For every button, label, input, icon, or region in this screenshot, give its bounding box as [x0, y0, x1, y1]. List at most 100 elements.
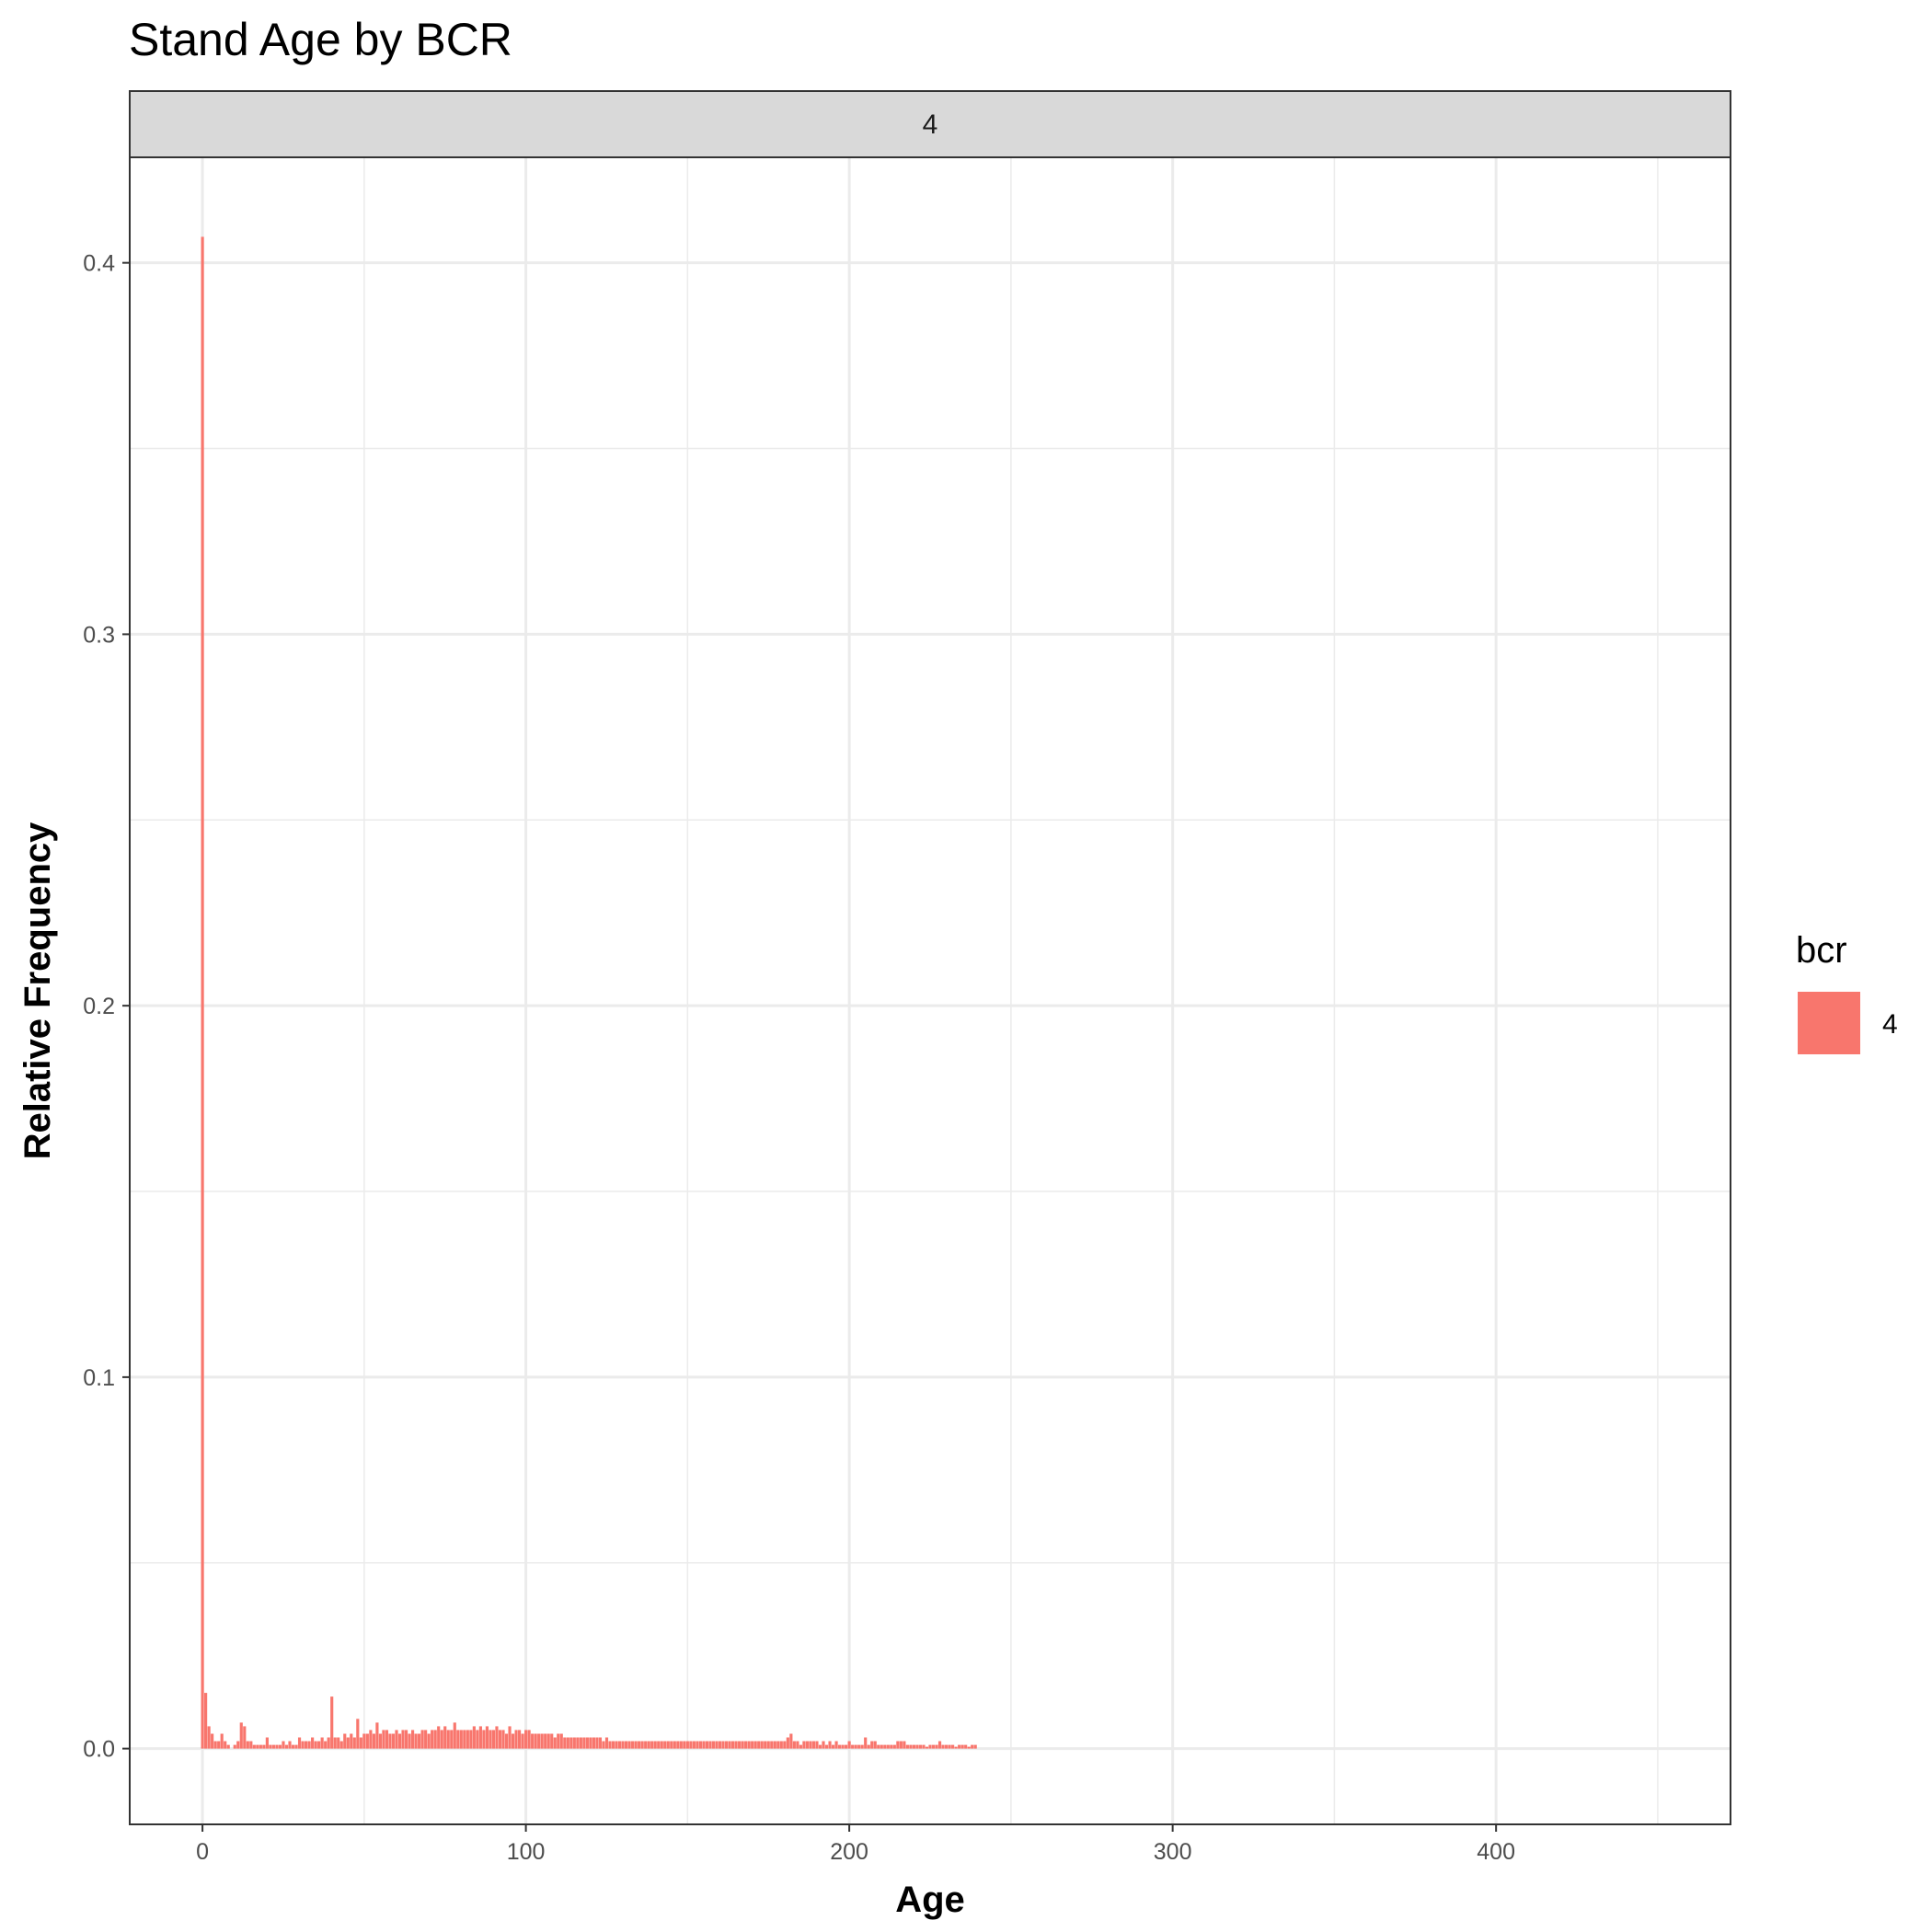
bar	[971, 1744, 974, 1749]
bar	[903, 1741, 906, 1749]
bar	[864, 1737, 868, 1749]
bar	[918, 1744, 923, 1749]
facet-label: 4	[923, 109, 938, 140]
bar	[679, 1741, 683, 1749]
bar	[841, 1744, 845, 1749]
bar	[243, 1726, 247, 1749]
bar	[796, 1741, 799, 1749]
y-axis: 0.0 0.1 0.2 0.3 0.4	[83, 251, 130, 1763]
bar	[472, 1726, 476, 1749]
bar	[973, 1744, 977, 1749]
bar	[395, 1730, 398, 1749]
bar	[650, 1741, 654, 1749]
bar	[478, 1726, 482, 1749]
bar	[476, 1730, 479, 1749]
bar	[644, 1741, 648, 1749]
bar	[418, 1733, 421, 1749]
bar	[207, 1726, 211, 1749]
y-tick-label: 0.4	[83, 251, 115, 277]
bar	[711, 1741, 716, 1749]
bar	[346, 1737, 350, 1749]
bar	[753, 1741, 757, 1749]
bar	[873, 1741, 877, 1749]
bar	[890, 1744, 893, 1749]
bar	[249, 1741, 253, 1749]
y-tick-label: 0.3	[83, 622, 115, 648]
bar	[375, 1722, 379, 1749]
bar	[880, 1744, 883, 1749]
bar	[324, 1741, 328, 1749]
bar	[870, 1741, 874, 1749]
bar	[566, 1737, 569, 1749]
bar	[453, 1722, 456, 1749]
bar	[307, 1741, 311, 1749]
bar	[339, 1741, 343, 1749]
bar	[511, 1733, 515, 1749]
bar	[330, 1696, 334, 1749]
bar	[834, 1741, 838, 1749]
bar	[912, 1744, 916, 1749]
x-tick-label: 400	[1477, 1839, 1515, 1865]
bar	[431, 1730, 434, 1749]
bar	[301, 1741, 305, 1749]
bar	[420, 1730, 424, 1749]
bar	[463, 1730, 466, 1749]
bar	[563, 1737, 567, 1749]
bar	[696, 1741, 699, 1749]
bar	[951, 1744, 955, 1749]
bar	[708, 1741, 712, 1749]
bar	[337, 1737, 340, 1749]
legend-label-4: 4	[1882, 1009, 1898, 1040]
bar	[537, 1733, 541, 1749]
bar	[372, 1733, 375, 1749]
bar	[783, 1741, 787, 1749]
bar	[941, 1744, 945, 1749]
bar	[857, 1744, 861, 1749]
bar	[721, 1741, 725, 1749]
bar	[670, 1741, 673, 1749]
bar	[847, 1741, 851, 1749]
bar	[615, 1741, 618, 1749]
x-axis: 0 100 200 300 400	[196, 1824, 1515, 1865]
bar	[350, 1733, 353, 1749]
bar	[213, 1741, 217, 1749]
bar	[702, 1741, 706, 1749]
bar	[685, 1741, 689, 1749]
bars	[201, 236, 977, 1749]
bar	[531, 1733, 535, 1749]
bar	[489, 1730, 492, 1749]
bar	[647, 1741, 650, 1749]
bar	[877, 1744, 880, 1749]
bar	[469, 1730, 473, 1749]
bar	[627, 1741, 631, 1749]
bar	[689, 1741, 693, 1749]
bar	[602, 1741, 605, 1749]
bar	[925, 1746, 929, 1749]
bar	[673, 1741, 676, 1749]
legend-key-4	[1798, 992, 1860, 1054]
bar	[705, 1741, 709, 1749]
bar	[343, 1733, 347, 1749]
y-tick-label: 0.1	[83, 1365, 115, 1391]
bar	[391, 1733, 396, 1749]
bar	[294, 1744, 298, 1749]
bar	[638, 1741, 641, 1749]
bar	[617, 1741, 622, 1749]
bar	[282, 1741, 285, 1749]
bar	[899, 1741, 903, 1749]
bar	[944, 1744, 949, 1749]
bar	[404, 1730, 408, 1749]
bar	[948, 1744, 951, 1749]
bar	[660, 1741, 663, 1749]
bar	[958, 1744, 961, 1749]
bar	[909, 1744, 913, 1749]
bar	[621, 1741, 625, 1749]
bar	[265, 1737, 269, 1749]
bar	[204, 1693, 208, 1749]
bar	[495, 1726, 499, 1749]
bar	[595, 1737, 599, 1749]
bar	[734, 1741, 738, 1749]
y-tick-label: 0.0	[83, 1737, 115, 1763]
bar	[236, 1741, 240, 1749]
bar	[259, 1744, 262, 1749]
